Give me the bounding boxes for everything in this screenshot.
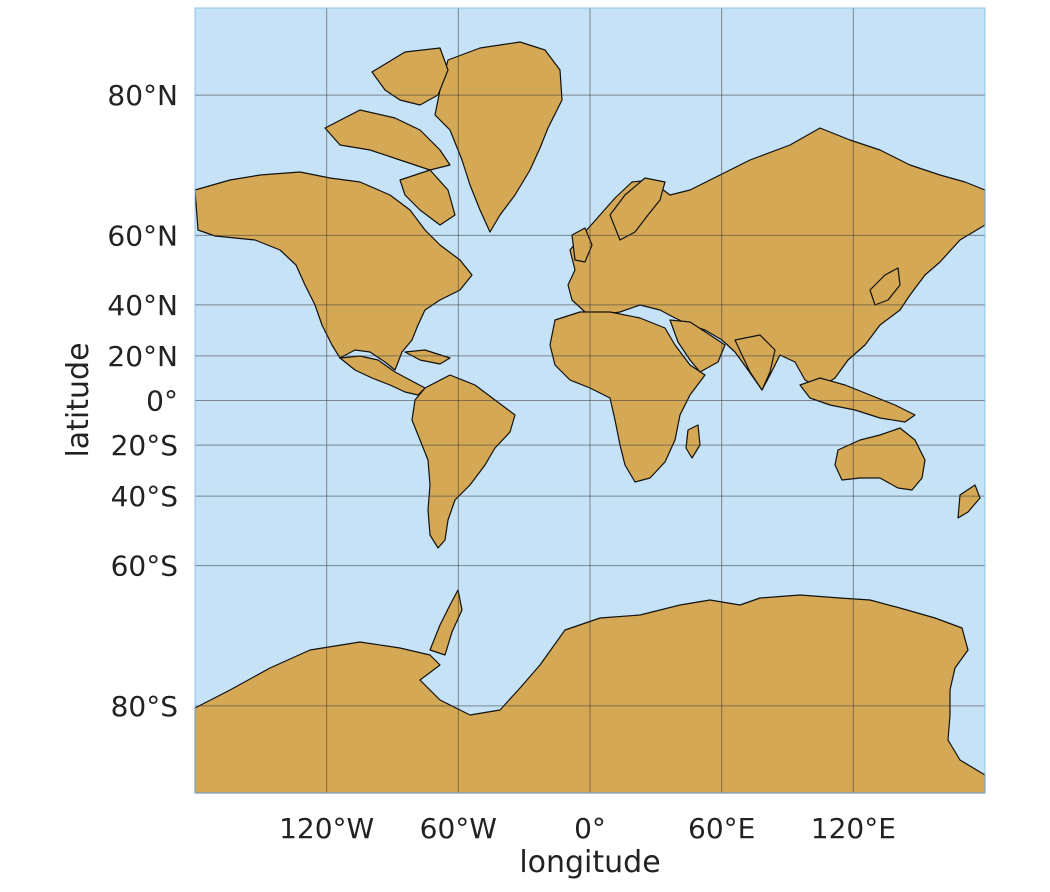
y-axis-ticks: 80°N 60°N 40°N 20°N 0° 20°S 40°S 60°S 80°S bbox=[107, 79, 178, 723]
x-tick-label: 120°W bbox=[279, 812, 374, 845]
x-tick-label: 0° bbox=[574, 812, 606, 845]
landmass-scandinavia bbox=[609, 177, 666, 241]
y-tick-label: 60°N bbox=[107, 219, 178, 252]
y-tick-label: 40°N bbox=[107, 289, 178, 322]
map-frame bbox=[194, 7, 986, 794]
graticule bbox=[195, 8, 985, 793]
y-tick-label: 80°N bbox=[107, 79, 178, 112]
landmass-baffin-island bbox=[399, 169, 456, 226]
landmass-british-isles bbox=[571, 227, 593, 263]
x-tick-label: 120°E bbox=[811, 812, 896, 845]
landmass-arabian-peninsula bbox=[669, 319, 726, 373]
x-axis-title: longitude bbox=[519, 845, 660, 880]
landmass-antarctic-peninsula bbox=[429, 589, 463, 656]
landmass-north-america bbox=[194, 171, 473, 371]
y-tick-label: 80°S bbox=[111, 690, 178, 723]
y-tick-label: 0° bbox=[146, 385, 178, 418]
landmass-india bbox=[734, 334, 776, 391]
landmass-caribbean bbox=[404, 349, 451, 365]
y-tick-label: 60°S bbox=[111, 550, 178, 583]
y-axis-title: latitude bbox=[61, 342, 96, 457]
landmass-arctic-islands bbox=[324, 109, 451, 171]
landmass-australia bbox=[834, 427, 926, 491]
landmass-eurasia bbox=[567, 127, 986, 391]
landmass-africa bbox=[549, 311, 706, 483]
x-tick-label: 60°E bbox=[688, 812, 755, 845]
landmass-greenland bbox=[434, 41, 563, 233]
landmass-new-zealand bbox=[957, 484, 981, 519]
y-tick-label: 20°S bbox=[111, 429, 178, 462]
y-tick-label: 20°N bbox=[107, 340, 178, 373]
y-tick-label: 40°S bbox=[111, 480, 178, 513]
landmass-south-america bbox=[411, 374, 516, 549]
x-tick-label: 60°W bbox=[420, 812, 497, 845]
x-axis-ticks: 120°W 60°W 0° 60°E 120°E bbox=[279, 812, 896, 845]
